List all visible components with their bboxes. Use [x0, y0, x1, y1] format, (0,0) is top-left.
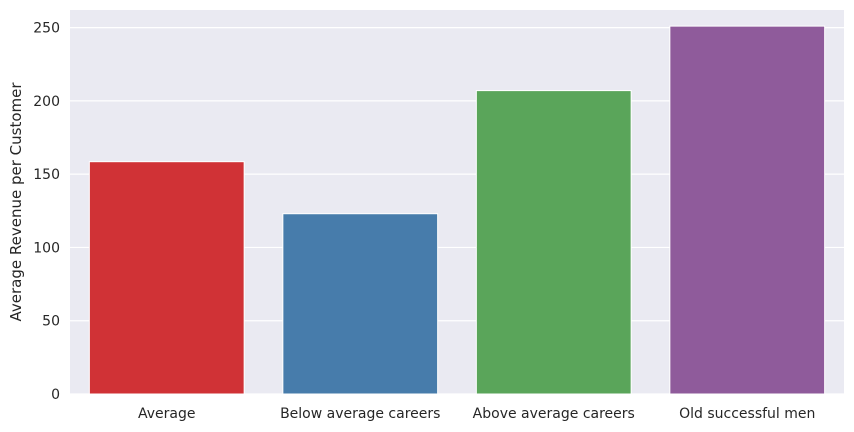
y-tick-label: 150 — [33, 167, 60, 183]
y-tick-label: 50 — [42, 314, 60, 330]
y-tick-label: 0 — [51, 387, 60, 403]
x-tick-label: Old successful men — [679, 406, 815, 422]
y-tick-label: 100 — [33, 240, 60, 256]
bar-above-average-careers — [475, 90, 632, 395]
x-tick-label: Above average careers — [473, 406, 635, 422]
bars — [88, 25, 826, 395]
x-tick-labels: Average Below average careers Above averag… — [138, 406, 815, 422]
y-tick-label: 250 — [33, 21, 60, 37]
bar-below-average-careers — [282, 213, 439, 395]
bar-average — [88, 161, 245, 395]
x-tick-label: Average — [138, 406, 196, 422]
x-tick-label: Below average careers — [280, 406, 440, 422]
bar-old-successful-men — [669, 25, 826, 395]
y-axis-title: Average Revenue per Customer — [7, 82, 25, 322]
y-tick-labels: 0 50 100 150 200 250 — [33, 21, 60, 403]
y-tick-label: 200 — [33, 94, 60, 110]
